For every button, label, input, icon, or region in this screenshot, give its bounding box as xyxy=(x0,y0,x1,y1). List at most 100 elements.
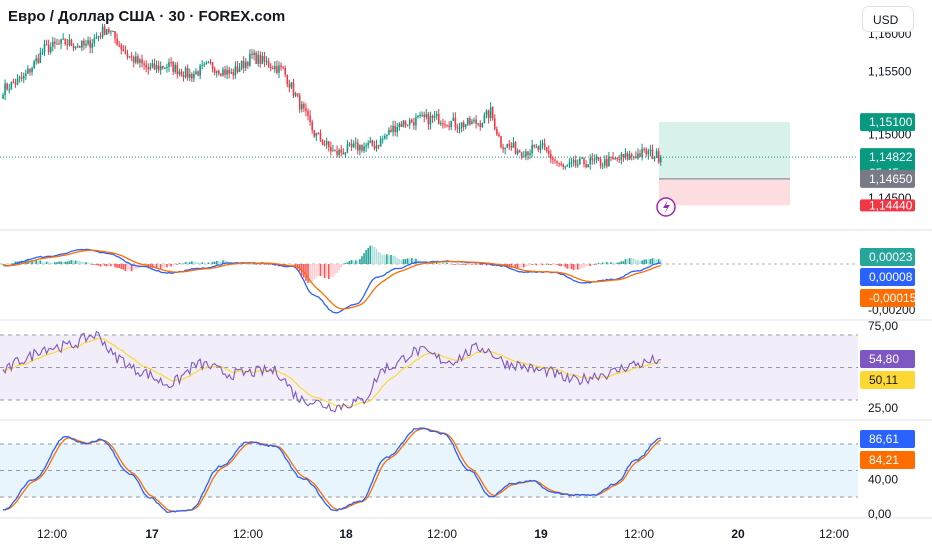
candle-body xyxy=(485,110,488,115)
macd-histogram-bar xyxy=(10,263,13,265)
candle-body xyxy=(228,69,230,74)
candle-body xyxy=(172,62,174,72)
macd-histogram-bar xyxy=(616,262,618,264)
candle-body xyxy=(234,66,237,76)
macd-histogram-bar xyxy=(467,264,469,266)
candle-body xyxy=(651,149,654,159)
macd-histogram-bar xyxy=(58,261,60,264)
candle-body xyxy=(550,153,552,159)
macd-histogram-bar xyxy=(267,264,270,265)
macd-histogram-bar xyxy=(633,258,635,264)
macd-histogram-bar xyxy=(560,264,562,267)
candle-body xyxy=(197,71,199,76)
macd-histogram-bar xyxy=(396,257,399,264)
candle-body xyxy=(6,83,8,90)
macd-histogram-bar xyxy=(37,260,40,264)
macd-value-tag: 0,00008 xyxy=(869,270,913,284)
macd-histogram-bar xyxy=(195,261,197,264)
macd-histogram-bar xyxy=(384,255,386,264)
candle-body xyxy=(286,74,289,85)
symbol-title[interactable]: Евро / Доллар США · 30 · FOREX.com xyxy=(8,8,286,25)
candle-body xyxy=(137,56,139,63)
stop-price-tag: 1,14440 xyxy=(869,198,913,212)
macd-histogram-bar xyxy=(292,264,295,265)
candle-body xyxy=(66,44,69,46)
macd-value-tag-bg xyxy=(860,268,915,286)
rsi-value-tag-bg xyxy=(860,350,915,368)
candle-body xyxy=(454,117,457,127)
candle-body xyxy=(327,141,330,147)
macd-histogram-bar xyxy=(39,260,42,264)
currency-button[interactable]: USD xyxy=(862,6,914,32)
macd-histogram-bar xyxy=(294,264,297,267)
time-axis-tick: 12:00 xyxy=(233,527,263,541)
macd-histogram-bar xyxy=(303,264,305,278)
macd-histogram-bar xyxy=(35,260,37,264)
macd-histogram-bar xyxy=(20,260,23,264)
macd-histogram-bar xyxy=(12,263,15,265)
candle-body xyxy=(363,146,365,151)
macd-histogram-bar xyxy=(172,264,174,266)
macd-histogram-bar xyxy=(143,264,145,267)
macd-histogram-bar xyxy=(469,264,471,265)
macd-histogram-bar xyxy=(454,264,457,265)
candle-body xyxy=(489,107,492,119)
macd-histogram-bar xyxy=(608,263,610,264)
macd-histogram-bar xyxy=(630,258,633,264)
macd-histogram-bar xyxy=(541,264,544,266)
macd-histogram-bar xyxy=(475,264,477,265)
macd-histogram-bar xyxy=(85,262,87,264)
macd-histogram-bar xyxy=(313,264,316,280)
candle-body xyxy=(2,95,4,99)
candle-body xyxy=(27,68,29,74)
macd-histogram-bar xyxy=(556,264,558,265)
macd-histogram-bar xyxy=(377,251,380,264)
macd-histogram-bar xyxy=(182,263,185,265)
macd-histogram-bar xyxy=(460,264,463,265)
candle-body xyxy=(95,36,98,39)
time-axis-tick: 18 xyxy=(339,527,353,541)
macd-histogram-bar xyxy=(410,258,413,264)
candle-body xyxy=(460,122,463,129)
macd-histogram-bar xyxy=(319,264,322,277)
macd-histogram-bar xyxy=(533,264,535,265)
entry-price-tag: 1,14650 xyxy=(869,172,913,186)
macd-histogram-bar xyxy=(408,259,411,264)
candle-body xyxy=(143,63,145,65)
candle-body xyxy=(180,71,183,76)
candle-body xyxy=(601,165,604,167)
candle-body xyxy=(398,123,401,127)
candle-body xyxy=(321,140,324,145)
macd-histogram-bar xyxy=(591,264,594,265)
candle-body xyxy=(506,144,509,148)
candle-body xyxy=(579,158,581,165)
candle-body xyxy=(332,150,334,152)
stoch-axis-tick: 40,00 xyxy=(868,472,898,486)
candle-body xyxy=(462,122,465,128)
candle-body xyxy=(386,134,388,137)
candle-body xyxy=(630,154,633,157)
candle-body xyxy=(539,144,542,150)
candle-body xyxy=(58,43,60,45)
candle-body xyxy=(394,125,396,133)
candle-body xyxy=(70,39,73,46)
candle-body xyxy=(491,107,494,119)
macd-histogram-bar xyxy=(323,264,326,279)
macd-histogram-bar xyxy=(327,264,330,280)
candle-body xyxy=(222,69,224,76)
macd-histogram-bar xyxy=(568,264,571,269)
macd-histogram-bar xyxy=(413,259,415,264)
candle-body xyxy=(276,66,278,73)
candle-body xyxy=(199,65,201,76)
macd-histogram-bar xyxy=(637,259,639,264)
macd-histogram-bar xyxy=(315,264,318,278)
macd-histogram-bar xyxy=(211,261,214,264)
candle-body xyxy=(39,52,42,63)
rsi-ma-tag-bg xyxy=(860,371,915,389)
candle-body xyxy=(653,157,656,159)
macd-histogram-bar xyxy=(60,261,62,264)
candle-body xyxy=(253,52,255,56)
macd-histogram-bar xyxy=(114,264,116,268)
macd-histogram-bar xyxy=(141,264,143,268)
